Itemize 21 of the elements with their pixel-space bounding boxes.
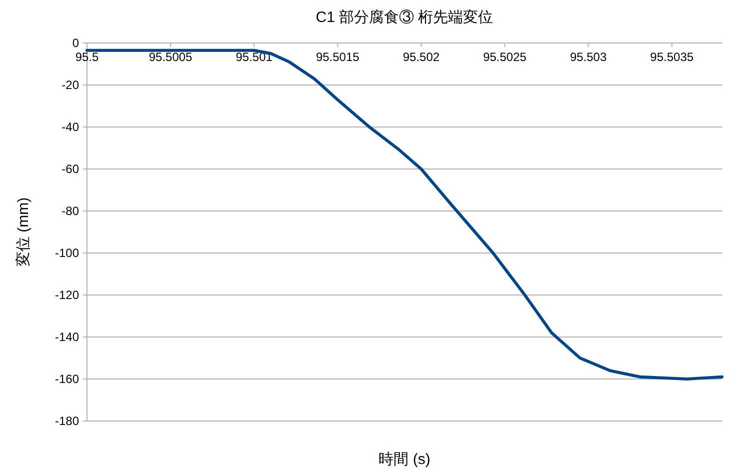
x-tick-label: 95.5025	[483, 50, 527, 64]
y-tick-label: -160	[54, 372, 80, 386]
y-tick-label: -120	[54, 288, 80, 302]
y-tick-label: -20	[62, 78, 80, 92]
x-tick-label: 95.5035	[650, 50, 694, 64]
x-tick-label: 95.5005	[148, 50, 193, 64]
x-tick-label: 95.5015	[316, 50, 360, 64]
y-tick-label: -60	[62, 162, 80, 176]
y-tick-label: -140	[54, 330, 80, 344]
x-tick-label: 95.501	[236, 50, 273, 64]
chart-title: C1 部分腐食③ 桁先端変位	[316, 9, 494, 26]
x-tick-label: 95.503	[570, 50, 607, 64]
y-axis-title: 変位 (mm)	[15, 197, 32, 267]
y-tick-label: -180	[54, 414, 80, 428]
x-tick-label: 95.5	[75, 50, 99, 64]
x-axis-title: 時間 (s)	[378, 451, 430, 468]
y-tick-label: -100	[54, 246, 80, 260]
y-tick-label: 0	[72, 36, 80, 50]
x-tick-label: 95.502	[402, 50, 440, 64]
y-tick-label: -40	[62, 120, 80, 134]
y-tick-label: -80	[62, 204, 80, 218]
